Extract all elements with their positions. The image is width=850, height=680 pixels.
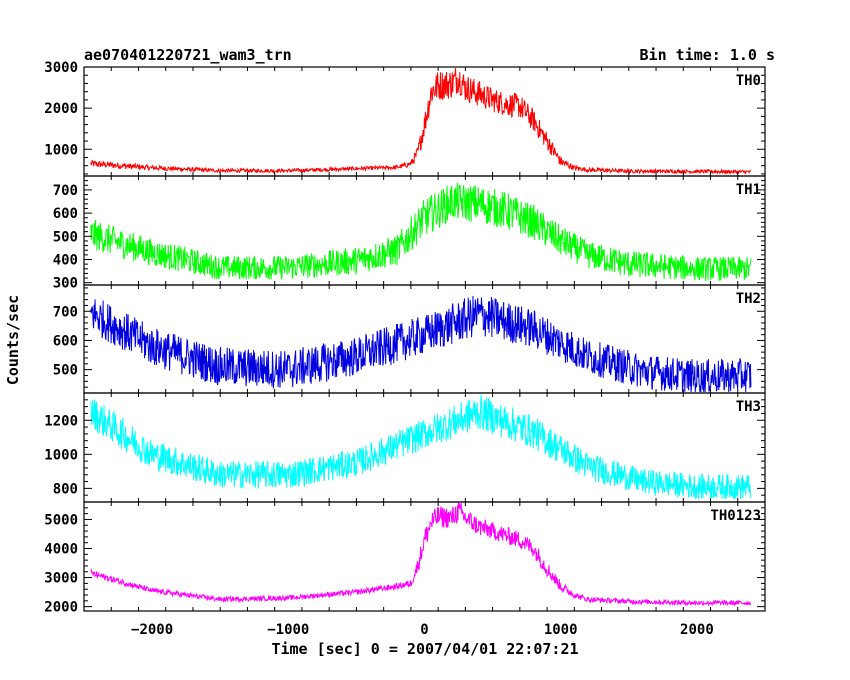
x-tick-label: 2000 (680, 622, 714, 638)
x-tick-label: 0 (420, 622, 428, 638)
x-tick-label: −1000 (267, 622, 309, 638)
x-tick-label: 1000 (544, 622, 578, 638)
panel-label-th2: TH2 (736, 291, 761, 307)
series-th1-line (90, 182, 752, 281)
y-tick-label: 1000 (44, 447, 78, 463)
panels: 1000 2000 3000 TH0 300 400 500 600 700 TH1 500 600 7… (44, 60, 766, 616)
y-tick-label: 600 (53, 206, 78, 222)
panel-frame (83, 501, 766, 612)
series-th0-line (90, 68, 751, 175)
panel-th0: 1000 2000 3000 TH0 (44, 60, 766, 177)
panel-th2: 500 600 700 TH2 (53, 284, 766, 394)
chart-title: ae070401220721_wam3_trn (84, 46, 292, 64)
y-tick-label: 5000 (44, 512, 78, 528)
y-tick-label: 4000 (44, 542, 78, 558)
panel-th0123: 2000 3000 4000 5000 TH0123 (44, 501, 766, 616)
y-tick-label: 3000 (44, 60, 78, 76)
y-tick-label: 2000 (44, 600, 78, 616)
y-tick-label: 800 (53, 481, 78, 497)
y-tick-label: 1000 (44, 142, 78, 158)
panel-th1: 300 400 500 600 700 TH1 (53, 175, 766, 292)
y-tick-label: 300 (53, 276, 78, 292)
y-tick-label: 1200 (44, 413, 78, 429)
panel-label-th1: TH1 (736, 182, 761, 198)
x-tick-label: −2000 (131, 622, 173, 638)
y-tick-label: 2000 (44, 101, 78, 117)
y-axis-label: Counts/sec (4, 295, 22, 385)
panel-label-th0123: TH0123 (710, 508, 761, 524)
x-axis: −2000 −1000 0 1000 2000 (131, 622, 714, 638)
series-th0123-line (90, 502, 752, 607)
panel-label-th3: TH3 (736, 399, 761, 415)
y-tick-label: 700 (53, 183, 78, 199)
x-axis-label: Time [sec] 0 = 2007/04/01 22:07:21 (271, 640, 578, 658)
panel-label-th0: TH0 (736, 73, 761, 89)
y-tick-label: 600 (53, 333, 78, 349)
y-tick-label: 500 (53, 363, 78, 379)
y-tick-label: 700 (53, 304, 78, 320)
series-th2-line (90, 295, 752, 393)
bin-time-label: Bin time: 1.0 s (640, 46, 775, 64)
series-th3-line (90, 394, 752, 500)
panel-th3: 800 1000 1200 TH3 (44, 392, 766, 503)
y-tick-label: 500 (53, 229, 78, 245)
y-tick-label: 400 (53, 252, 78, 268)
y-tick-label: 3000 (44, 571, 78, 587)
